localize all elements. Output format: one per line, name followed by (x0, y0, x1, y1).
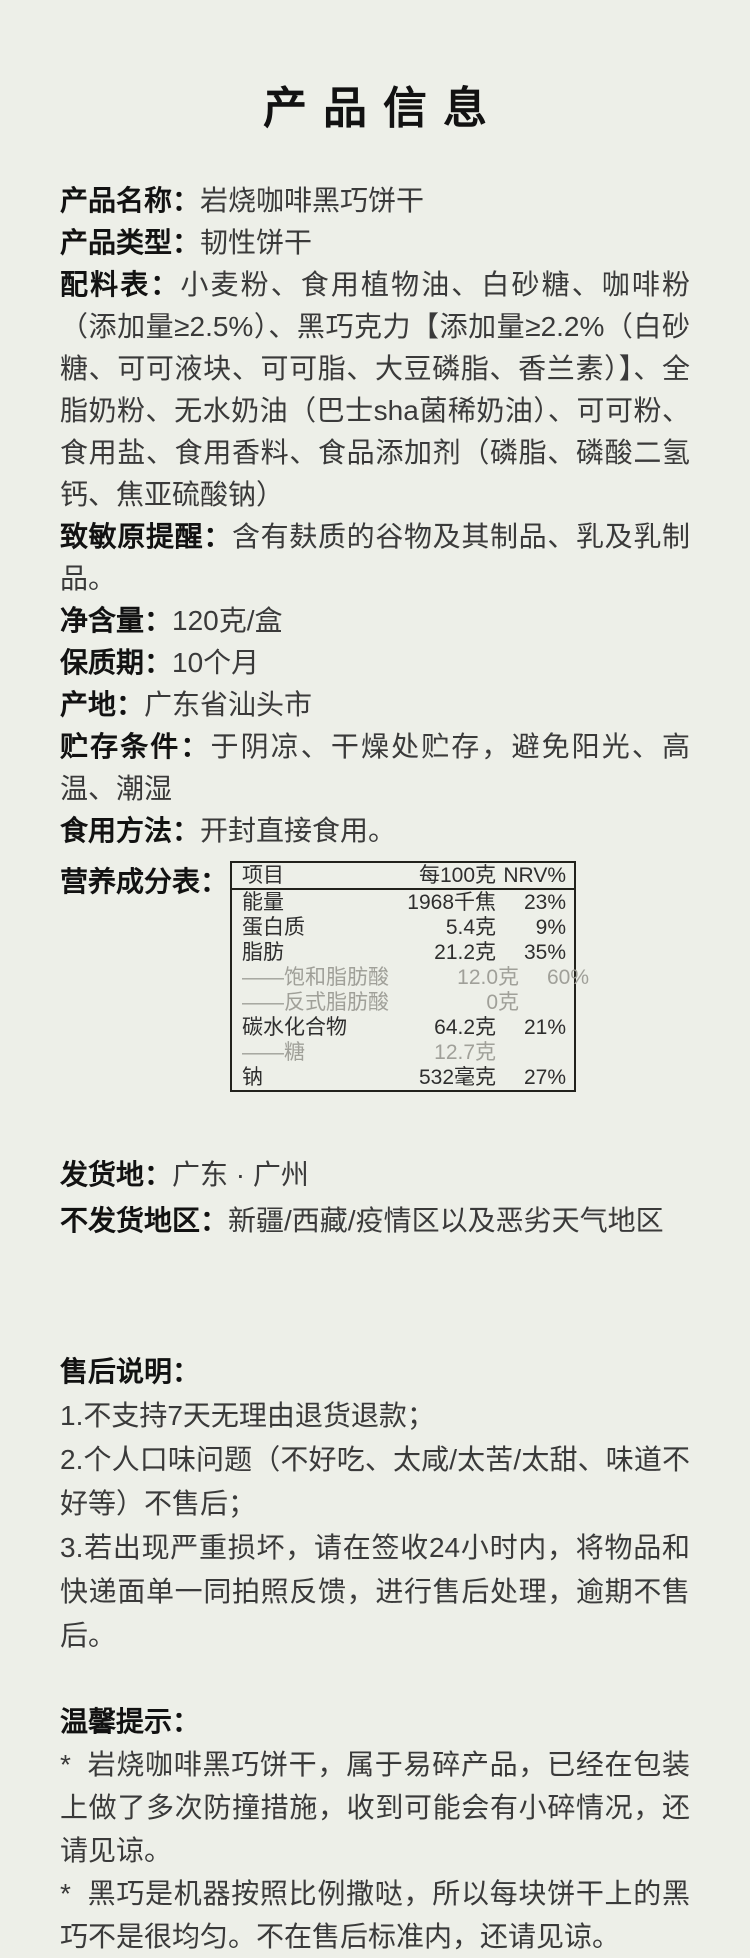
field-label: 净含量： (60, 605, 173, 636)
nutrition-row-sugar: ——糖 12.7克 (232, 1040, 574, 1065)
field-label: 产品类型： (60, 227, 201, 258)
nutrition-row-sodium: 钠 532毫克 27% (232, 1065, 574, 1090)
nutrition-amount: 5.4克 (445, 916, 497, 939)
field-label: 食用方法： (60, 815, 201, 846)
nutrition-name: ——饱和脂肪酸 (242, 966, 390, 989)
nutrition-amount: 21.2克 (434, 941, 497, 964)
nutrition-row-fat: 脂肪 21.2克 35% (232, 940, 574, 965)
field-row-no-ship-area: 不发货地区：新疆/西藏/疫情区以及恶劣天气地区 (60, 1198, 690, 1244)
asterisk-bullet: * (60, 1878, 71, 1909)
field-label: 致敏原提醒： (60, 521, 232, 552)
field-label: 贮存条件： (60, 731, 211, 762)
nutrition-amount: 0克 (486, 991, 520, 1014)
nutrition-name: 能量 (242, 891, 285, 914)
field-row-origin: 产地：广东省汕头市 (60, 684, 690, 726)
nutrition-amount: 1968千焦 (407, 891, 497, 914)
nutrition-nrv: 27% (523, 1066, 567, 1089)
asterisk-bullet: * (60, 1749, 71, 1780)
tips-item: * 岩烧咖啡黑巧饼干，属于易碎产品，已经在包装上做了多次防撞措施，收到可能会有小碎… (60, 1743, 690, 1872)
field-value: 新疆/西藏/疫情区以及恶劣天气地区 (228, 1205, 664, 1236)
nutrition-nrv: 23% (523, 891, 567, 914)
field-label: 不发货地区： (60, 1205, 229, 1236)
nutrition-table: 项目 每100克 NRV% 能量 1968千焦 23% 蛋白质 5.4克 9% … (230, 861, 589, 1092)
nutrition-nrv: 60% (546, 966, 590, 989)
tips-title: 温馨提示： (60, 1706, 201, 1737)
nutrition-label: 营养成分表： (60, 866, 229, 897)
field-label: 产地： (60, 689, 145, 720)
field-label: 配料表： (60, 269, 181, 300)
field-row-shelf-life: 保质期：10个月 (60, 642, 690, 684)
nutrition-amount: 64.2克 (434, 1016, 497, 1039)
field-row-ship-from: 发货地：广东 · 广州 (60, 1152, 690, 1198)
nutrition-name: ——反式脂肪酸 (242, 991, 390, 1014)
after-sales-section: 售后说明： 1.不支持7天无理由退货退款； 2.个人口味问题（不好吃、太咸/太苦… (60, 1350, 690, 1658)
tips-item: * 黑巧是机器按照比例撒哒，所以每块饼干上的黑巧不是很均匀。不在售后标准内，还请见… (60, 1872, 690, 1958)
nutrition-row-carbohydrate: 碳水化合物 64.2克 21% (232, 1015, 574, 1040)
nutrition-header-item: 项目 (242, 864, 285, 887)
tips-section: 温馨提示： * 岩烧咖啡黑巧饼干，属于易碎产品，已经在包装上做了多次防撞措施，收到… (60, 1700, 690, 1958)
nutrition-amount: 12.7克 (434, 1041, 497, 1064)
nutrition-header-row: 项目 每100克 NRV% (232, 863, 575, 890)
nutrition-row-trans-fat: ——反式脂肪酸 0克 (232, 990, 574, 1015)
field-value: 10个月 (172, 647, 260, 678)
field-value: 120克/盒 (172, 605, 283, 636)
nutrition-amount: 12.0克 (457, 966, 520, 989)
field-value: 广东省汕头市 (144, 689, 313, 720)
field-value: 岩烧咖啡黑巧饼干 (200, 185, 425, 216)
field-label: 保质期： (60, 647, 173, 678)
nutrition-row-protein: 蛋白质 5.4克 9% (232, 915, 574, 940)
field-row-net-weight: 净含量：120克/盒 (60, 600, 690, 642)
after-sales-item: 2.个人口味问题（不好吃、太咸/太苦/太甜、味道不好等）不售后； (60, 1444, 690, 1519)
field-row-ingredients: 配料表：小麦粉、食用植物油、白砂糖、咖啡粉（添加量≥2.5%）、黑巧克力【添加量… (60, 264, 690, 516)
after-sales-item: 1.不支持7天无理由退货退款； (60, 1400, 435, 1431)
nutrition-name: ——糖 (242, 1041, 306, 1064)
page-title: 产品信息 (263, 83, 503, 134)
field-row-product-type: 产品类型：韧性饼干 (60, 222, 690, 264)
field-row-usage: 食用方法：开封直接食用。 (60, 810, 690, 852)
nutrition-header-per100g: 每100克 (418, 864, 497, 887)
field-value: 含有麸质的谷物及其制品、乳及乳制品。 (60, 521, 690, 594)
after-sales-item: 3.若出现严重损坏，请在签收24小时内，将物品和快递面单一同拍照反馈，进行售后处… (60, 1532, 690, 1651)
nutrition-row-energy: 能量 1968千焦 23% (232, 890, 574, 915)
nutrition-row-saturated-fat: ——饱和脂肪酸 12.0克 60% (232, 965, 589, 990)
field-row-allergen: 致敏原提醒：含有麸质的谷物及其制品、乳及乳制品。 (60, 516, 690, 600)
product-info-page: 产品信息 产品名称：岩烧咖啡黑巧饼干 产品类型：韧性饼干 配料表：小麦粉、食用植… (0, 84, 750, 1958)
field-label: 发货地： (60, 1159, 173, 1190)
field-row-product-name: 产品名称：岩烧咖啡黑巧饼干 (60, 180, 690, 222)
tips-text: 岩烧咖啡黑巧饼干，属于易碎产品，已经在包装上做了多次防撞措施，收到可能会有小碎情… (60, 1749, 690, 1866)
field-value: 小麦粉、食用植物油、白砂糖、咖啡粉（添加量≥2.5%）、黑巧克力【添加量≥2.2… (60, 269, 690, 510)
nutrition-section: 营养成分表： 项目 每100克 NRV% 能量 1968千焦 23% 蛋白质 5… (60, 861, 690, 1092)
nutrition-header-nrv: NRV% (503, 864, 567, 887)
field-value: 韧性饼干 (200, 227, 313, 258)
nutrition-nrv: 21% (523, 1016, 567, 1039)
field-value: 开封直接食用。 (200, 815, 397, 846)
nutrition-name: 蛋白质 (242, 916, 306, 939)
nutrition-name: 脂肪 (242, 941, 285, 964)
nutrition-name: 钠 (242, 1066, 264, 1089)
field-value: 广东 · 广州 (172, 1159, 309, 1190)
tips-text: 黑巧是机器按照比例撒哒，所以每块饼干上的黑巧不是很均匀。不在售后标准内，还请见谅… (60, 1878, 690, 1952)
field-row-storage: 贮存条件：于阴凉、干燥处贮存，避免阳光、高温、潮湿 (60, 726, 690, 810)
shipping-section: 发货地：广东 · 广州 不发货地区：新疆/西藏/疫情区以及恶劣天气地区 (60, 1152, 690, 1244)
nutrition-name: 碳水化合物 (242, 1016, 348, 1039)
nutrition-amount: 532毫克 (418, 1066, 497, 1089)
field-value: 于阴凉、干燥处贮存，避免阳光、高温、潮湿 (60, 731, 690, 804)
nutrition-nrv: 9% (535, 916, 567, 939)
field-label: 产品名称： (60, 185, 201, 216)
after-sales-title: 售后说明： (60, 1356, 201, 1387)
nutrition-nrv (496, 1040, 566, 1065)
nutrition-nrv: 35% (523, 941, 567, 964)
nutrition-nrv (519, 990, 589, 1015)
